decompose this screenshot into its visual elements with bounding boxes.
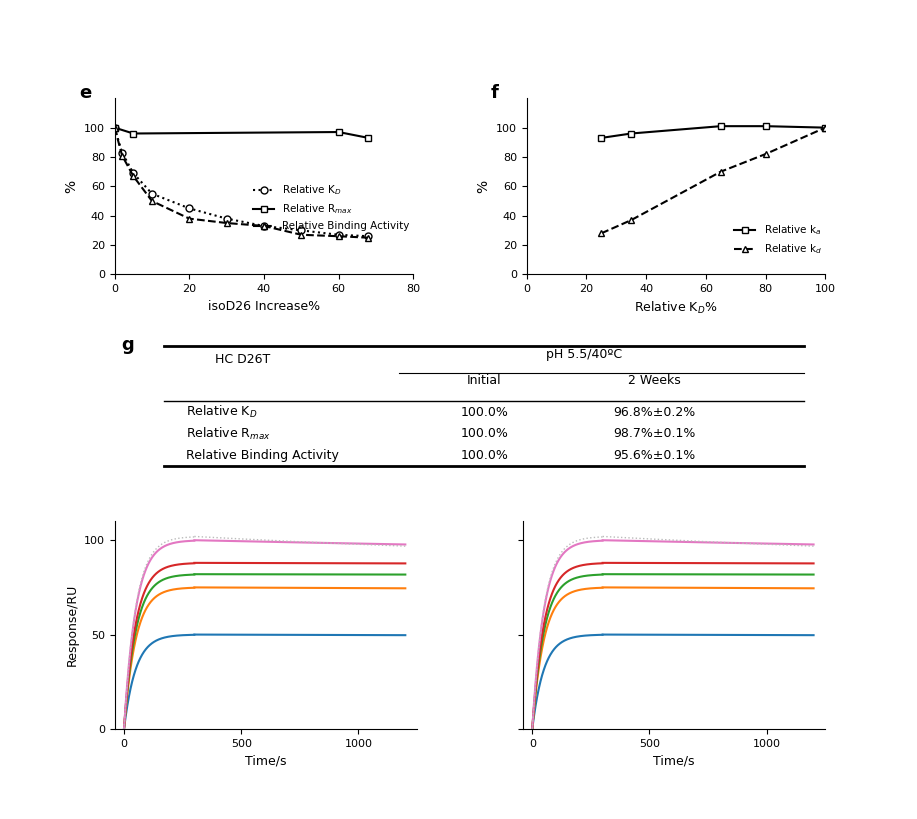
Relative k$_a$ [625,129,636,138]
Text: Initial: Initial [467,374,502,387]
Relative Binding Activity [221,218,232,228]
Relative Binding Activity [363,233,374,242]
Relative K$_D$ [147,188,158,198]
Y-axis label: %: % [477,180,491,193]
Relative k$_a$ [596,133,607,143]
Text: 100.0%: 100.0% [460,405,508,419]
Relative K$_D$ [109,123,120,133]
Relative Binding Activity [333,231,344,241]
Relative k$_d$ [760,149,771,159]
Text: 95.6%±0.1%: 95.6%±0.1% [613,449,696,462]
Legend: Relative k$_a$, Relative k$_d$: Relative k$_a$, Relative k$_d$ [730,219,826,260]
Relative R$_{max}$ [127,129,138,138]
X-axis label: isoD26 Increase%: isoD26 Increase% [208,300,320,313]
Relative k$_d$ [625,215,636,225]
Relative Binding Activity [127,171,138,181]
Line: Relative k$_d$: Relative k$_d$ [598,124,829,237]
Text: Relative Binding Activity: Relative Binding Activity [185,449,338,462]
Relative K$_D$ [127,168,138,178]
Text: 100.0%: 100.0% [460,428,508,441]
Text: 98.7%±0.1%: 98.7%±0.1% [613,428,696,441]
Line: Relative R$_{max}$: Relative R$_{max}$ [111,124,372,142]
Text: HC D26T: HC D26T [215,353,271,366]
Relative K$_D$ [116,147,127,157]
Relative k$_d$ [820,123,831,133]
Text: pH 5.5/40ºC: pH 5.5/40ºC [546,348,622,360]
Relative K$_D$ [221,214,232,224]
Text: f: f [491,84,499,102]
Relative Binding Activity [109,123,120,133]
Relative K$_D$ [259,221,270,231]
Relative R$_{max}$ [109,123,120,133]
Relative R$_{max}$ [333,127,344,137]
Relative Binding Activity [259,221,270,231]
Relative K$_D$ [333,230,344,240]
Text: e: e [79,84,91,102]
X-axis label: Time/s: Time/s [653,754,695,767]
Line: Relative Binding Activity: Relative Binding Activity [111,124,372,241]
Text: g: g [122,336,135,354]
Relative Binding Activity [116,151,127,161]
Text: 96.8%±0.2%: 96.8%±0.2% [613,405,696,419]
Relative K$_D$ [363,231,374,241]
Relative Binding Activity [147,196,158,206]
Relative K$_D$ [183,203,194,213]
Relative k$_d$ [715,167,726,177]
Y-axis label: Response/RU: Response/RU [65,584,78,667]
Relative k$_a$ [715,121,726,131]
Legend: Relative K$_D$, Relative R$_{max}$, Relative Binding Activity: Relative K$_D$, Relative R$_{max}$, Rela… [249,179,414,236]
Relative k$_a$ [760,121,771,131]
Text: 2 Weeks: 2 Weeks [628,374,681,387]
X-axis label: Time/s: Time/s [245,754,287,767]
Relative K$_D$ [296,225,307,235]
Relative Binding Activity [183,214,194,224]
Relative k$_a$ [820,123,831,133]
Text: 100.0%: 100.0% [460,449,508,462]
Line: Relative K$_D$: Relative K$_D$ [111,124,372,240]
Text: Relative R$_{max}$: Relative R$_{max}$ [185,426,271,441]
Y-axis label: %: % [64,180,78,193]
Line: Relative k$_a$: Relative k$_a$ [598,123,829,142]
Relative R$_{max}$ [363,133,374,143]
X-axis label: Relative K$_D$%: Relative K$_D$% [635,300,718,316]
Text: Relative K$_D$: Relative K$_D$ [185,404,258,420]
Relative Binding Activity [296,230,307,240]
Relative k$_d$ [596,229,607,238]
